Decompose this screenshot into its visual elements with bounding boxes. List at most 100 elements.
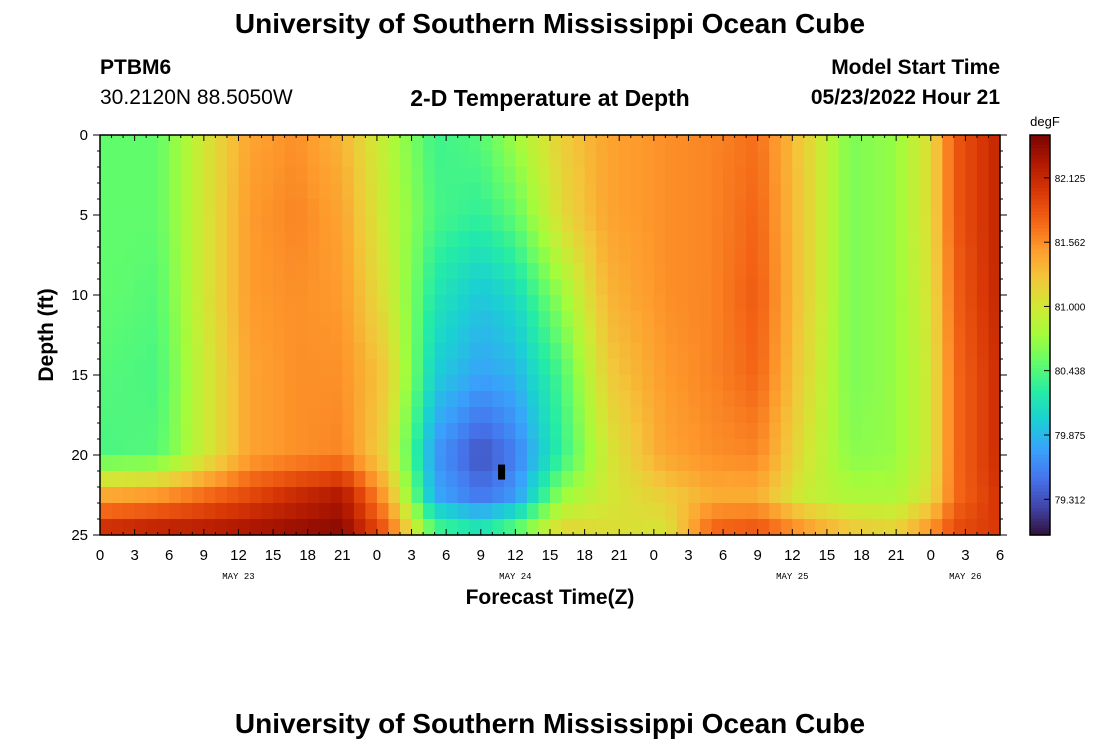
heatmap-cell [538,279,551,296]
heatmap-cell [296,247,309,264]
heatmap-cell [296,343,309,360]
heatmap-cell [388,279,401,296]
heatmap-cell [630,231,643,248]
heatmap-cell [700,231,713,248]
heatmap-cell [319,327,332,344]
heatmap-cell [746,343,759,360]
heatmap-cell [826,519,840,536]
heatmap-cell [411,455,424,472]
heatmap-cell [780,231,793,248]
heatmap-cell [492,263,505,280]
heatmap-cell [134,279,147,296]
heatmap-cell [365,183,378,200]
heatmap-cell [676,391,690,408]
heatmap-cell [100,199,113,216]
heatmap-cell [319,183,332,200]
heatmap-cell [550,471,563,488]
heatmap-cell [988,423,1001,440]
heatmap-cell [919,199,932,216]
heatmap-cell [619,423,632,440]
heatmap-cell [676,471,690,488]
heatmap-cell [688,263,701,280]
colorbar-segment [1030,251,1050,256]
heatmap-cell [953,375,966,392]
heatmap-cell [953,311,966,328]
heatmap-cell [296,391,309,408]
heatmap-cell [388,215,401,232]
heatmap-cell [919,263,932,280]
heatmap-cell [273,359,286,376]
heatmap-cell [757,231,770,248]
x-tick-label: 12 [507,547,524,564]
heatmap-cell [930,295,943,312]
heatmap-cell [688,327,701,344]
colorbar-segment [1030,451,1050,456]
heatmap-cell [273,247,286,264]
heatmap-cell [861,167,874,184]
heatmap-cell [896,343,909,360]
heatmap-cell [180,487,193,504]
heatmap-cell [815,359,828,376]
heatmap-cell [538,503,551,520]
heatmap-cell [123,247,136,264]
heatmap-cell [965,343,978,360]
heatmap-cell [815,407,828,424]
heatmap-cell [815,423,828,440]
heatmap-cell [769,167,782,184]
colorbar-segment [1030,325,1050,329]
heatmap-cell [423,295,436,312]
heatmap-cell [226,423,240,440]
heatmap-cell [573,311,586,328]
heatmap-cell [919,391,932,408]
heatmap-cell [376,263,390,280]
heatmap-cell [238,407,251,424]
heatmap-cell [273,215,286,232]
heatmap-cell [273,327,286,344]
heatmap-cell [676,279,690,296]
heatmap-cell [515,295,528,312]
heatmap-cell [573,183,586,200]
heatmap-cell [457,375,470,392]
heatmap-cell [550,199,563,216]
heatmap-cell [192,311,205,328]
heatmap-cell [261,295,274,312]
heatmap-cell [111,263,124,280]
heatmap-cell [965,183,978,200]
heatmap-cell [930,455,943,472]
heatmap-cell [803,183,816,200]
heatmap-cell [307,503,320,520]
heatmap-cell [526,519,540,536]
heatmap-cell [665,327,678,344]
heatmap-cell [169,295,182,312]
heatmap-cell [342,487,355,504]
heatmap-cell [676,439,690,456]
heatmap-cell [884,263,897,280]
heatmap-cell [665,471,678,488]
heatmap-cell [319,519,332,536]
heatmap-cell [330,439,343,456]
heatmap-cell [919,311,932,328]
heatmap-cell [261,151,274,168]
heatmap-cell [457,407,470,424]
heatmap-cell [896,295,909,312]
heatmap-cell [815,455,828,472]
heatmap-cell [100,423,113,440]
heatmap-cell [538,407,551,424]
heatmap-cell [515,151,528,168]
heatmap-cell [953,183,966,200]
heatmap-cell [296,167,309,184]
heatmap-cell [411,183,424,200]
heatmap-cell [457,247,470,264]
heatmap-cell [734,519,747,536]
heatmap-cell [157,279,170,296]
heatmap-cell [803,503,816,520]
heatmap-cell [307,151,320,168]
heatmap-cell [596,519,609,536]
heatmap-cell [953,423,966,440]
heatmap-cell [596,311,609,328]
heatmap-cell [365,135,378,152]
heatmap-cell [907,311,920,328]
heatmap-cell [734,359,747,376]
heatmap-cell [919,519,932,536]
heatmap-cell [988,231,1001,248]
